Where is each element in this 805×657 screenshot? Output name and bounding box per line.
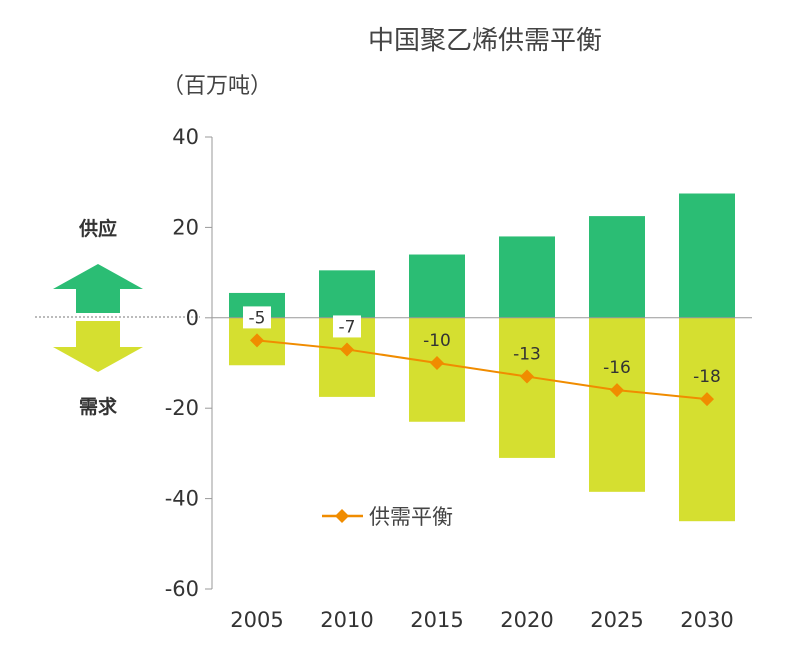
y-tick-label: 20 (172, 215, 199, 239)
y-tick-label: 40 (172, 125, 199, 149)
supply-bar (499, 236, 555, 318)
balance-label-bg (243, 306, 271, 329)
balance-marker (700, 392, 714, 407)
balance-marker (520, 369, 534, 384)
supply-bar (409, 254, 465, 318)
x-tick-label: 2030 (680, 608, 733, 632)
legend: 供需平衡 (322, 505, 453, 529)
balance-data-label: -18 (693, 367, 721, 387)
balance-marker (430, 356, 444, 370)
y-tick-label: -40 (165, 487, 199, 511)
supply-bar (589, 216, 645, 318)
balance-data-label: -10 (423, 331, 451, 351)
unit-label: （百万吨） (162, 74, 272, 99)
bars (229, 193, 735, 522)
supply-arrow-icon (53, 264, 143, 313)
y-tick-label: 0 (186, 306, 199, 330)
demand-bar (499, 317, 555, 458)
y-axis: 40 20 0 -20 -40 -60 (165, 125, 213, 601)
demand-bar (589, 317, 645, 492)
balance-label-bg (333, 315, 361, 338)
legend-diamond-icon (335, 509, 349, 523)
supply-bar (679, 193, 735, 318)
balance-marker (340, 342, 354, 357)
balance-data-label: -16 (603, 358, 631, 378)
supply-indicator: 供应 (53, 217, 143, 313)
balance-marker (610, 383, 624, 398)
demand-label: 需求 (79, 395, 118, 418)
supply-label: 供应 (78, 217, 117, 240)
balance-data-label: -13 (513, 345, 541, 365)
legend-label: 供需平衡 (369, 505, 453, 529)
y-tick-label: -60 (165, 577, 199, 601)
x-tick-label: 2005 (230, 608, 283, 632)
x-axis: 2005 2010 2015 2020 2025 2030 (230, 608, 733, 632)
supply-bar (319, 270, 375, 318)
x-tick-label: 2020 (500, 608, 553, 632)
balance-marker (250, 333, 264, 348)
demand-bar (679, 317, 735, 522)
chart-title: 中国聚乙烯供需平衡 (368, 26, 602, 56)
x-tick-label: 2015 (410, 608, 463, 632)
x-tick-label: 2025 (590, 608, 643, 632)
demand-indicator: 需求 (53, 321, 143, 418)
balance-line: -5 -7 -10 -13 -16 -18 (243, 306, 721, 407)
balance-data-label: -7 (339, 317, 356, 337)
balance-data-label: -5 (249, 308, 266, 328)
balance-series-line (256, 339, 708, 401)
y-tick-label: -20 (165, 396, 199, 420)
x-tick-label: 2010 (320, 608, 373, 632)
demand-arrow-icon (53, 321, 143, 372)
